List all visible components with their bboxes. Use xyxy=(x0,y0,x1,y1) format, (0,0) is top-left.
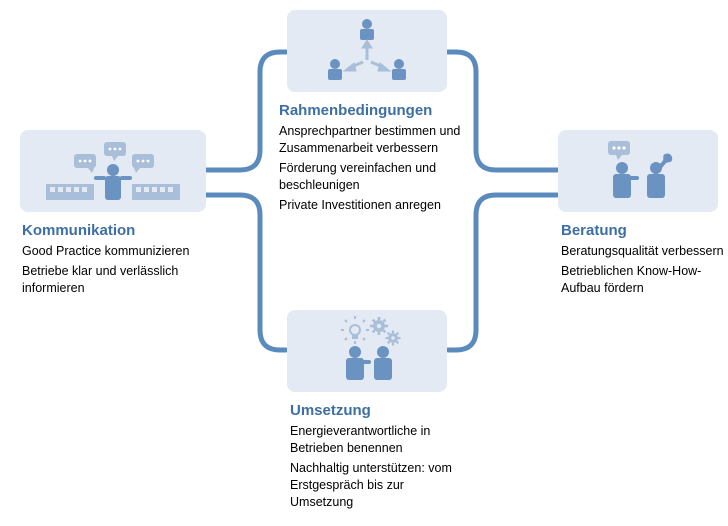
title-umsetzung: Umsetzung xyxy=(290,402,470,419)
bullets-umsetzung: Energieverantwortliche in Betrieben bene… xyxy=(290,423,470,510)
bullet-item: Beratungsqualität verbessern xyxy=(561,243,728,260)
bullet-item: Förderung vereinfachen und beschleunigen xyxy=(279,160,499,194)
connector-arc xyxy=(206,195,286,350)
title-kommunikation: Kommunikation xyxy=(22,222,208,239)
bullet-item: Betriebe klar und verlässlich informiere… xyxy=(22,263,208,297)
communication-icon xyxy=(38,136,188,206)
connector-arc xyxy=(448,195,557,350)
icon-box-right xyxy=(558,130,718,212)
bullet-item: Betrieblichen Know-How-Aufbau fördern xyxy=(561,263,728,297)
bullets-beratung: Beratungsqualität verbessern Betriebliche… xyxy=(561,243,728,297)
connector-arc xyxy=(206,52,286,170)
bullet-item: Nachhaltig unterstützen: vom Erstgespräc… xyxy=(290,460,470,511)
idea-gears-icon xyxy=(307,316,427,386)
people-network-icon xyxy=(307,16,427,86)
consulting-icon xyxy=(578,136,698,206)
icon-box-bottom xyxy=(287,310,447,392)
bullet-item: Energieverantwortliche in Betrieben bene… xyxy=(290,423,470,457)
title-beratung: Beratung xyxy=(561,222,728,239)
bullets-rahmenbedingungen: Ansprechpartner bestimmen und Zusammenar… xyxy=(279,123,499,213)
bullet-item: Good Practice kommunizieren xyxy=(22,243,208,260)
bullet-item: Private Investitionen anregen xyxy=(279,197,499,214)
icon-box-left xyxy=(20,130,206,212)
bullets-kommunikation: Good Practice kommunizieren Betriebe klar… xyxy=(22,243,208,297)
icon-box-top xyxy=(287,10,447,92)
bullet-item: Ansprechpartner bestimmen und Zusammenar… xyxy=(279,123,499,157)
title-rahmenbedingungen: Rahmenbedingungen xyxy=(279,102,499,119)
cycle-diagram: Rahmenbedingungen Ansprechpartner bestim… xyxy=(0,0,728,526)
